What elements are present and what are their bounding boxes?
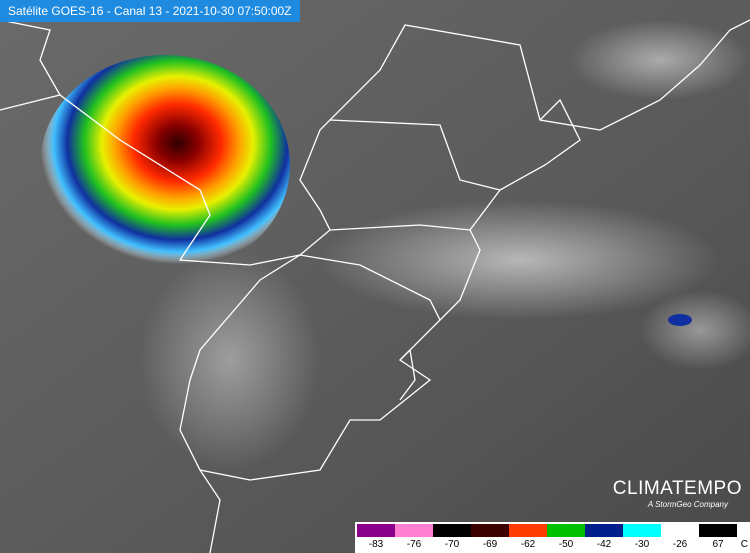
color-swatch bbox=[585, 524, 623, 537]
swatch-row bbox=[357, 524, 737, 537]
cloud bbox=[570, 20, 750, 100]
label-row: -83 -76 -70 -69 -62 -50 -42 -30 -26 67 bbox=[357, 537, 737, 553]
storm-cell bbox=[40, 55, 290, 275]
color-swatch bbox=[623, 524, 661, 537]
brand-tagline: A StormGeo Company bbox=[647, 500, 728, 509]
cloud bbox=[140, 250, 320, 470]
color-swatch bbox=[699, 524, 737, 537]
color-swatch bbox=[433, 524, 471, 537]
scale-label: -42 bbox=[596, 539, 612, 550]
scale-label: -69 bbox=[482, 539, 498, 550]
unit-label: C bbox=[740, 539, 748, 550]
scale-label: -70 bbox=[444, 539, 460, 550]
brand-name: CLIMATEMPO bbox=[612, 478, 742, 499]
color-swatch bbox=[661, 524, 699, 537]
color-swatch bbox=[357, 524, 395, 537]
cloud bbox=[640, 290, 750, 370]
scale-label: -50 bbox=[558, 539, 574, 550]
cloud bbox=[320, 200, 720, 320]
scale-label: -76 bbox=[406, 539, 422, 550]
scale-label: -62 bbox=[520, 539, 536, 550]
color-scale: -83 -76 -70 -69 -62 -50 -42 -30 -26 67 C bbox=[355, 522, 750, 553]
image-title: Satélite GOES-16 - Canal 13 - 2021-10-30… bbox=[0, 0, 300, 22]
storm-cell bbox=[668, 314, 692, 326]
borders bbox=[0, 19, 750, 553]
color-swatch bbox=[547, 524, 585, 537]
scale-label: -30 bbox=[634, 539, 650, 550]
color-swatch bbox=[395, 524, 433, 537]
scale-label: -26 bbox=[672, 539, 688, 550]
scale-label: -83 bbox=[368, 539, 384, 550]
scale-label: 67 bbox=[712, 539, 724, 550]
color-swatch bbox=[471, 524, 509, 537]
color-swatch bbox=[509, 524, 547, 537]
